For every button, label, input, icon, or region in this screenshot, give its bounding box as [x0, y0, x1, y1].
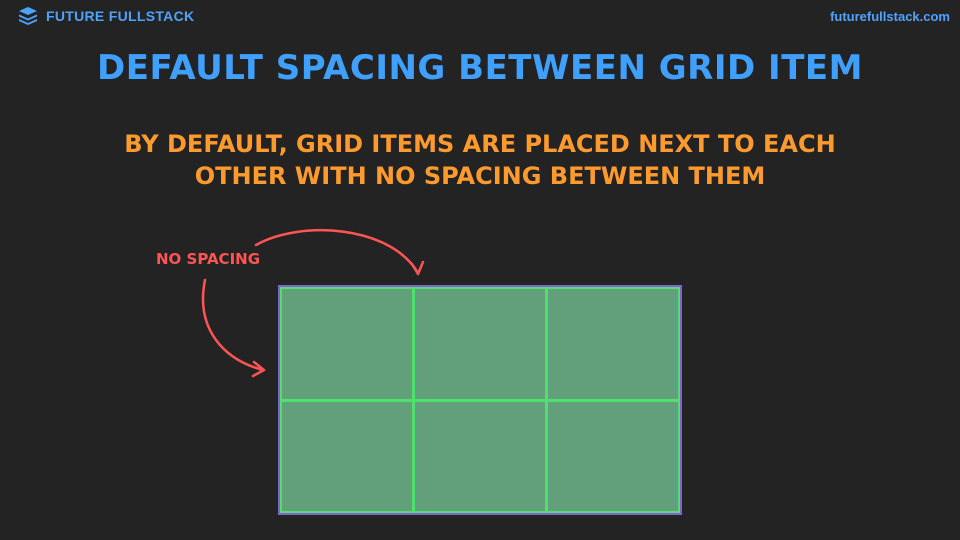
site-url: futurefullstack.com	[830, 9, 950, 24]
layers-stack-icon	[19, 7, 37, 25]
brand-name: FUTURE FULLSTACK	[46, 8, 195, 24]
slide-title: Default spacing between grid item	[97, 48, 863, 88]
arrow-left-head	[251, 360, 266, 378]
grid-item	[282, 289, 412, 399]
brand-logo: FUTURE FULLSTACK	[18, 6, 194, 26]
grid-container-demo	[278, 285, 682, 515]
grid-item	[282, 401, 412, 511]
slide-subtitle: By default, grid items are placed next t…	[124, 130, 836, 190]
grid-item	[415, 289, 545, 399]
grid-item	[415, 401, 545, 511]
grid-item	[548, 401, 678, 511]
arrow-top-curve	[254, 228, 420, 275]
no-spacing-annotation: No spacing	[156, 250, 261, 268]
arrow-left-curve	[201, 278, 265, 372]
arrow-top-head	[410, 260, 425, 276]
grid-item	[548, 289, 678, 399]
